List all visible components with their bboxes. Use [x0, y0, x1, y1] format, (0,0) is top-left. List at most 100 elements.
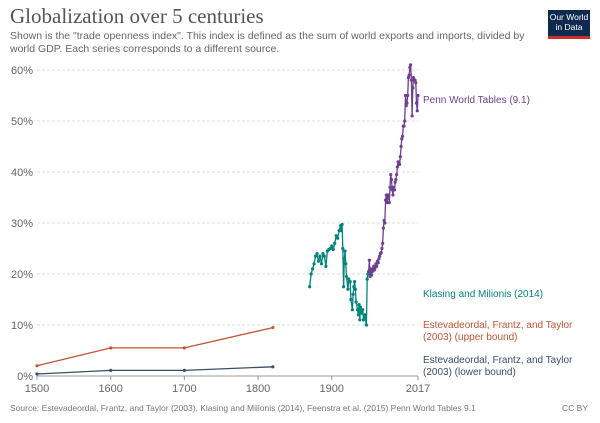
data-point [367, 258, 371, 262]
data-point [409, 78, 413, 82]
data-point [367, 269, 371, 274]
chart-title: Globalization over 5 centuries [10, 4, 264, 28]
data-point [336, 236, 340, 240]
series-label: Estevadeordal, Frantz, and Taylor [423, 320, 573, 331]
data-point [403, 119, 407, 123]
data-point [404, 104, 408, 108]
data-point [386, 193, 391, 197]
data-point [388, 185, 392, 189]
data-point [364, 323, 369, 327]
series-line [309, 224, 369, 326]
data-point [402, 124, 406, 128]
series-line [36, 326, 273, 367]
data-point [333, 241, 337, 245]
series-label: Estevadeordal, Frantz, and Taylor [423, 355, 573, 366]
y-tick-label: 20% [11, 269, 33, 281]
data-point [349, 297, 353, 302]
y-tick-label: 10% [11, 320, 33, 332]
data-point [398, 155, 402, 159]
data-point [390, 188, 394, 192]
data-point [406, 76, 411, 80]
data-point [414, 81, 418, 85]
x-tick-label: 1900 [320, 383, 344, 395]
data-point [414, 101, 419, 105]
data-point [358, 305, 363, 309]
data-point [353, 287, 357, 291]
data-point [372, 268, 377, 272]
data-point [109, 368, 113, 372]
data-point [347, 277, 351, 281]
x-tick-label: 1600 [98, 383, 122, 395]
data-point [35, 372, 39, 376]
data-point [394, 178, 398, 182]
data-point [358, 318, 362, 322]
data-point [405, 101, 409, 105]
license-link[interactable]: CC BY [562, 403, 588, 413]
data-point [397, 162, 402, 166]
data-point [341, 285, 346, 289]
y-tick-label: 30% [11, 218, 33, 230]
x-tick-label: 1700 [172, 383, 196, 395]
data-point [369, 267, 373, 271]
data-point [400, 134, 405, 138]
data-point [380, 246, 384, 251]
data-point [344, 262, 348, 266]
data-point [395, 165, 399, 169]
data-point [322, 254, 327, 258]
y-tick-label: 40% [11, 167, 33, 179]
owid-logo[interactable]: Our World in Data [548, 10, 590, 39]
data-point [395, 172, 399, 177]
data-point [411, 86, 415, 90]
data-point [357, 303, 361, 307]
data-point [182, 346, 186, 350]
data-point [109, 346, 113, 350]
data-point [312, 262, 316, 266]
data-point [416, 93, 420, 98]
data-point [361, 318, 366, 322]
data-point [341, 246, 345, 251]
series-line [36, 366, 273, 375]
data-point [309, 272, 313, 276]
y-tick-label: 0% [17, 371, 33, 383]
data-point [376, 261, 380, 265]
data-point [344, 274, 349, 279]
data-point [389, 178, 394, 182]
data-point [340, 222, 344, 227]
data-point [35, 364, 39, 368]
data-point [308, 285, 312, 289]
data-point [356, 313, 360, 317]
data-point [408, 65, 412, 70]
data-point [369, 273, 374, 277]
data-point [363, 313, 367, 317]
series-label: Klasing and Milionis (2014) [423, 289, 543, 300]
data-point [271, 365, 275, 369]
data-point [393, 180, 397, 184]
data-point [400, 137, 404, 141]
data-point [377, 257, 381, 261]
data-point [337, 229, 341, 233]
series-label: Penn World Tables (9.1) [423, 95, 530, 106]
data-point [361, 308, 365, 312]
data-point [342, 257, 346, 261]
data-point [321, 252, 325, 256]
source-note[interactable]: Source: Estevadeordal, Frantz, and Taylo… [10, 403, 476, 413]
data-point [271, 325, 275, 330]
chart-subtitle: Shown is the "trade openness index". Thi… [10, 30, 525, 55]
y-tick-label: 50% [11, 116, 33, 128]
y-tick-label: 60% [11, 65, 33, 77]
x-tick-label: 1500 [25, 383, 49, 395]
data-point [315, 252, 319, 256]
data-point [334, 234, 338, 238]
data-point [343, 249, 347, 253]
data-point [391, 193, 395, 197]
x-tick-label: 2017 [406, 383, 430, 395]
data-point [330, 244, 334, 248]
data-point [413, 78, 417, 82]
data-point [389, 172, 393, 177]
data-point [385, 201, 389, 205]
data-point [387, 201, 391, 205]
data-point [339, 229, 343, 233]
data-point [324, 264, 328, 268]
